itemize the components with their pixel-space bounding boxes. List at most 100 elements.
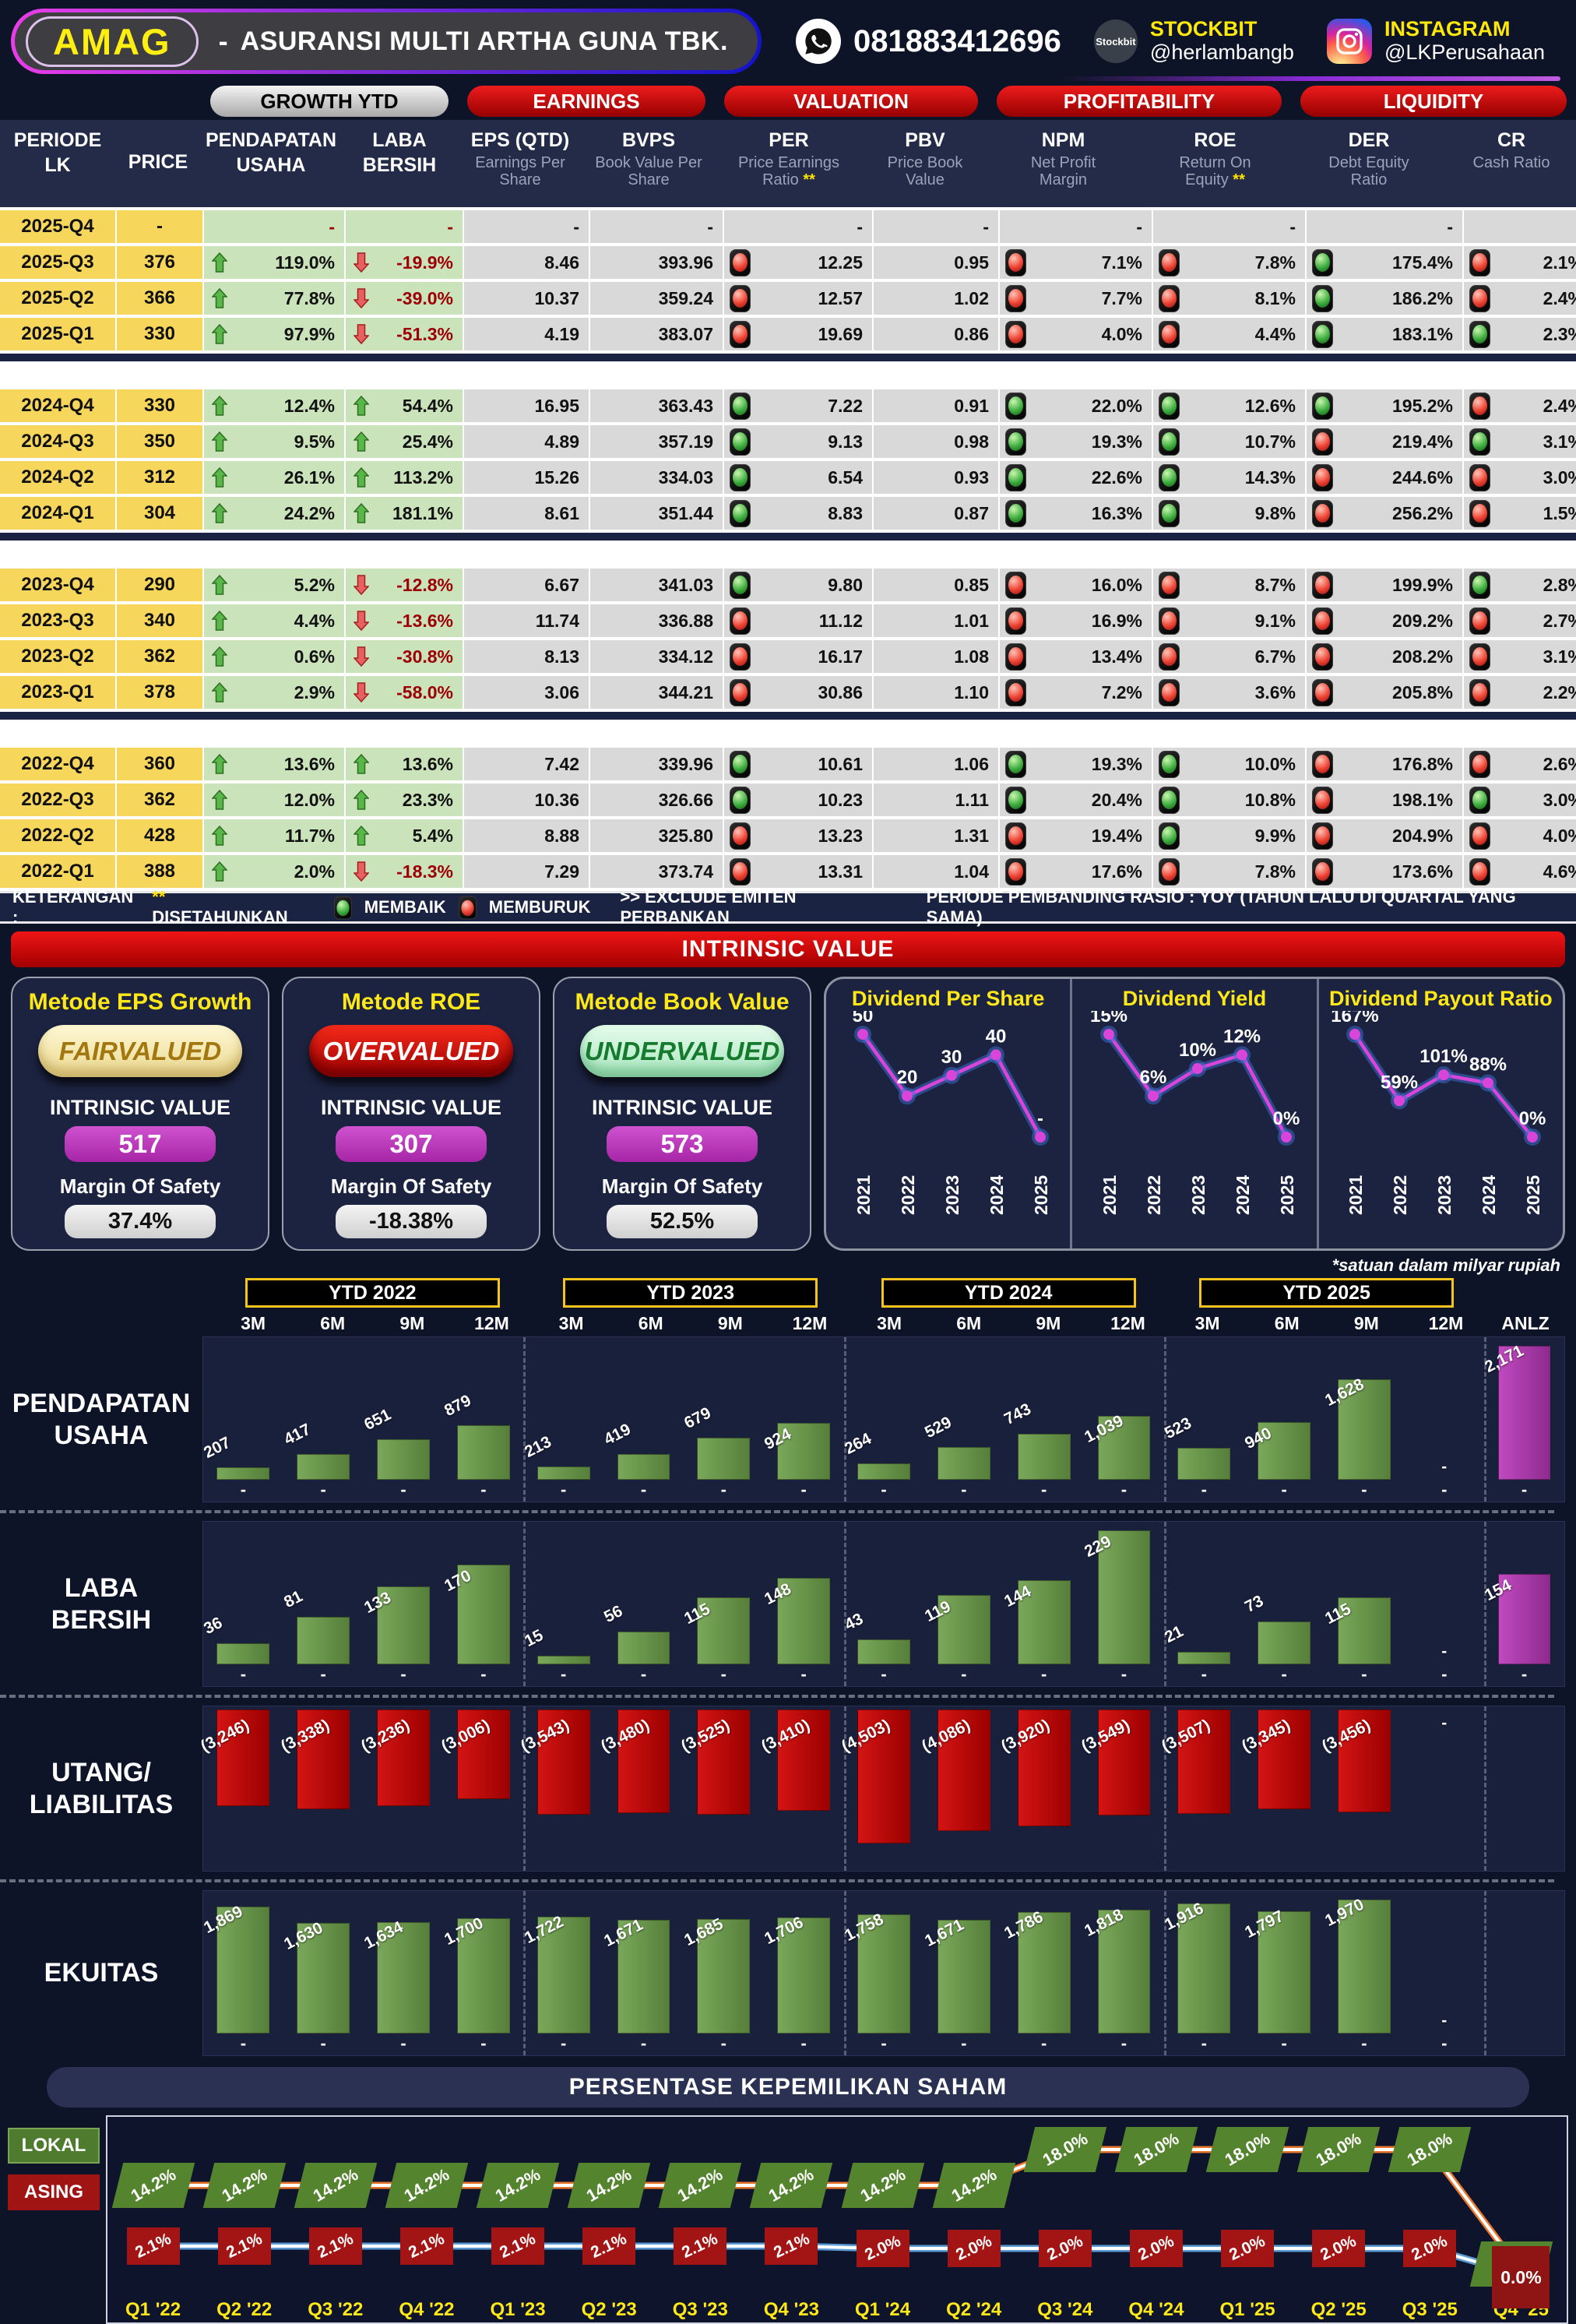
roe-cell: 10.0% xyxy=(1153,748,1305,780)
growth-value: 25.4% xyxy=(402,431,453,452)
ownership-zero-value: 0.0% xyxy=(1500,2266,1542,2287)
npm-cell: 22.0% xyxy=(1000,389,1152,422)
ratio-value: 9.8% xyxy=(1254,502,1296,523)
ratio-value: 176.8% xyxy=(1391,753,1453,774)
bar xyxy=(456,1425,510,1480)
der-cell: 195.2% xyxy=(1307,389,1462,422)
per-cell: - xyxy=(724,210,872,243)
green-light-icon xyxy=(1159,392,1180,420)
page-header: AMAG - ASURANSI MULTI ARTHA GUNA TBK. 08… xyxy=(0,0,1576,83)
bar xyxy=(937,1710,990,1831)
ownership-asing-value: 2.1% xyxy=(497,2230,539,2262)
ratio-value: 7.2% xyxy=(1101,681,1142,702)
intrinsic-value-label: INTRINSIC VALUE xyxy=(49,1096,230,1120)
ratio-value: 8.1% xyxy=(1254,287,1296,308)
ytd-group: YTD 2025 xyxy=(1167,1276,1485,1310)
cr-cell: 4.0% xyxy=(1464,819,1576,852)
bar xyxy=(1097,1910,1151,2034)
bar-column: 523 - xyxy=(1162,1337,1244,1502)
revenue-growth-cell: 12.0% xyxy=(204,783,344,816)
chart-row-label: LABA BERSIH xyxy=(0,1521,202,1687)
red-light-icon xyxy=(1159,857,1180,886)
bar xyxy=(1177,1448,1231,1480)
ratio-value: 4.4% xyxy=(1254,323,1296,344)
ownership-asing-value: 2.1% xyxy=(588,2230,630,2262)
arrow-down-icon xyxy=(354,288,369,308)
growth-value: 13.6% xyxy=(283,753,335,774)
npm-cell: 7.7% xyxy=(1000,282,1152,315)
bar xyxy=(456,1710,510,1799)
ownership-point-asing: 2.1% xyxy=(765,2227,818,2265)
per-cell: 11.12 xyxy=(724,604,872,637)
ratio-value: - xyxy=(857,216,863,237)
price-cell: 340 xyxy=(117,604,202,637)
baseline-dash: - xyxy=(720,1480,726,1499)
svg-text:2021: 2021 xyxy=(853,1175,874,1215)
bar xyxy=(297,1454,350,1480)
bvps-cell: 326.66 xyxy=(590,783,723,816)
bar xyxy=(697,1710,751,1815)
ratio-value: 209.2% xyxy=(1391,610,1453,631)
ownership-lokal-value: 14.2% xyxy=(127,2164,179,2206)
arrow-up-icon xyxy=(212,503,227,523)
cr-cell: 2.4% xyxy=(1464,389,1576,422)
group-valuation: VALUATION xyxy=(724,86,978,117)
bar xyxy=(216,1710,270,1806)
green-light-icon xyxy=(730,750,751,778)
baseline-dash: - xyxy=(320,1664,326,1684)
bar-column: 213- xyxy=(522,1337,603,1502)
arrow-up-icon xyxy=(212,575,227,595)
ownership-point-asing: 2.1% xyxy=(126,2227,180,2265)
ownership-point-lokal: 14.2% xyxy=(932,2163,1015,2208)
green-light-icon xyxy=(1469,320,1490,348)
ratio-value: 2.8% xyxy=(1543,574,1576,595)
ownership-point-asing: 2.1% xyxy=(308,2227,362,2265)
baseline-dash: - xyxy=(1281,1480,1287,1499)
per-cell: 30.86 xyxy=(724,676,872,709)
ratio-value: 3.0% xyxy=(1543,467,1576,488)
pbv-cell: 0.91 xyxy=(874,389,998,422)
bar-column xyxy=(1484,1891,1564,2055)
arrow-down-icon xyxy=(354,324,369,344)
ratio-value: 4.0% xyxy=(1101,323,1142,344)
period-label: 12M xyxy=(1428,1312,1464,1333)
baseline-dash: - xyxy=(320,1480,326,1499)
bar xyxy=(536,1467,590,1480)
period-label: 6M xyxy=(1274,1312,1300,1333)
bar xyxy=(536,1917,590,2034)
bar-column: 743 - xyxy=(1002,1337,1084,1502)
anlz-spacer xyxy=(1486,1276,1565,1310)
arrow-up-icon xyxy=(354,396,369,416)
svg-text:40: 40 xyxy=(985,1026,1006,1047)
pbv-cell: 0.98 xyxy=(874,425,998,458)
period-label: 12M xyxy=(474,1312,509,1333)
ratio-value: 198.1% xyxy=(1391,789,1453,810)
dividend-chart-title: Dividend Payout Ratio xyxy=(1329,987,1553,1010)
arrow-down-icon xyxy=(354,252,369,273)
ratio-value: 256.2% xyxy=(1391,502,1453,523)
red-light-icon xyxy=(1469,678,1490,706)
bar-column: (3,480) xyxy=(598,1706,684,1871)
baseline-dash: - xyxy=(1120,1480,1127,1499)
col-bvps: BVPS xyxy=(621,129,676,151)
red-light-icon xyxy=(1159,643,1180,671)
der-cell: 205.8% xyxy=(1307,676,1462,709)
revenue-growth-cell: 2.9% xyxy=(204,676,344,709)
bar xyxy=(777,1917,831,2034)
chart-row-label-line: EKUITAS xyxy=(44,1958,159,1988)
chart-panel: 36-81-133-170-15-56-115-148-43-119-144-2… xyxy=(201,1521,1565,1687)
growth-value: 181.1% xyxy=(392,502,453,523)
der-cell: 208.2% xyxy=(1307,640,1462,673)
baseline-dash: - xyxy=(400,1480,406,1499)
ownership-lokal-value: 14.2% xyxy=(218,2164,270,2206)
price-cell: 362 xyxy=(117,640,202,673)
quarter-label: Q4 '23 xyxy=(763,2299,819,2320)
year-separator xyxy=(0,354,1576,361)
price-cell: 376 xyxy=(117,246,202,279)
group-divider xyxy=(843,1706,846,1871)
bar-value: 523 xyxy=(1162,1414,1194,1443)
growth-value: 54.4% xyxy=(402,395,453,416)
ownership-lokal-value: 14.2% xyxy=(674,2164,726,2206)
netprofit-growth-cell: -13.6% xyxy=(346,604,463,637)
ownership-lokal-value: 14.2% xyxy=(309,2164,361,2206)
